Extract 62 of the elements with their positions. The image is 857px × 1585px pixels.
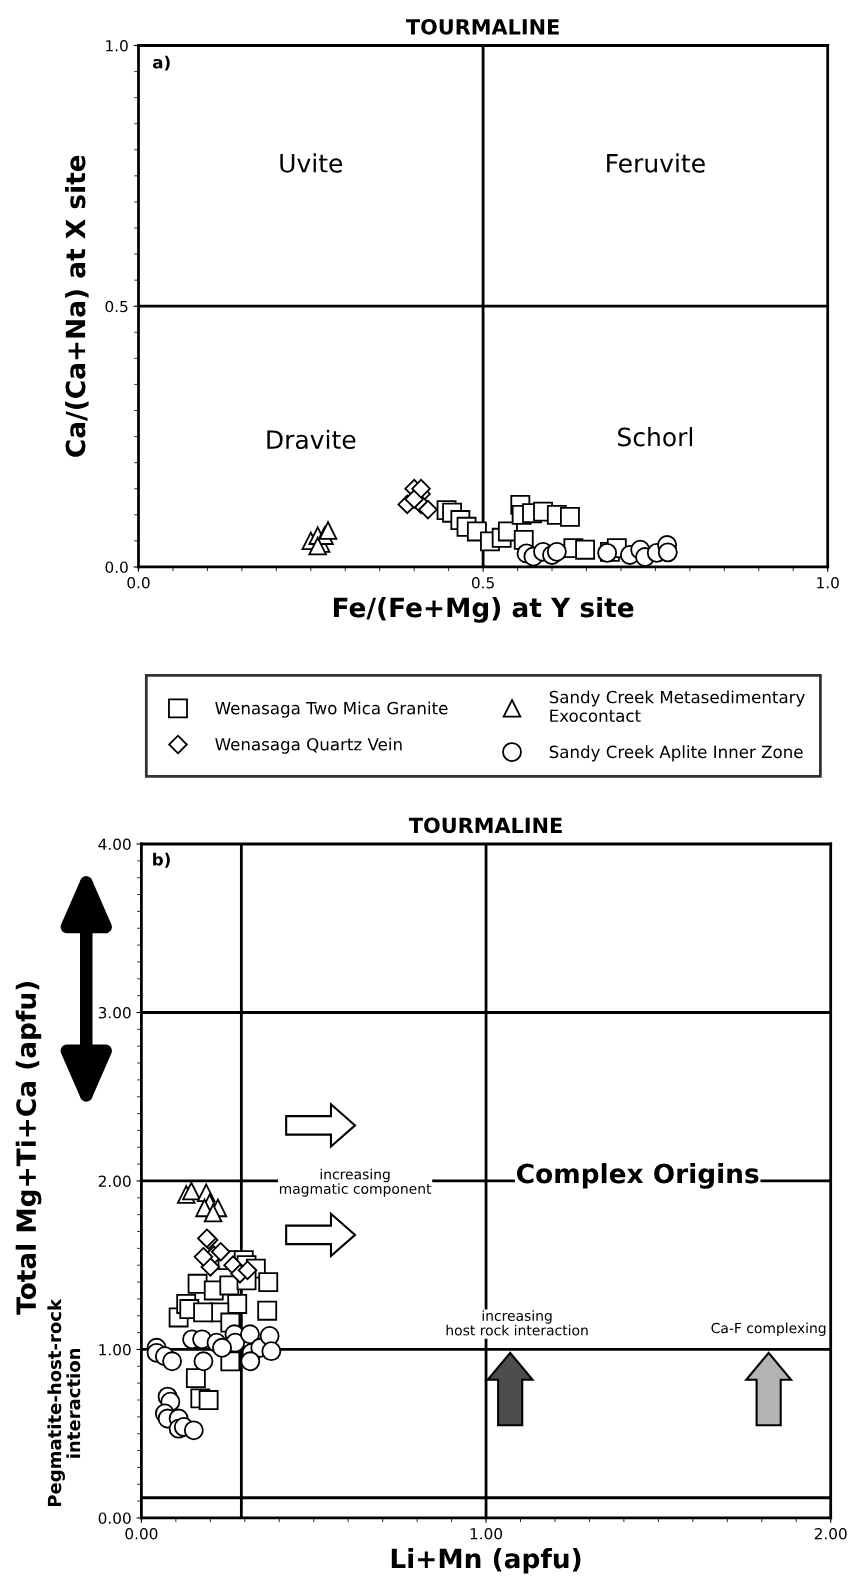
y-tick-label: 0.0 (105, 561, 128, 573)
point (258, 1272, 279, 1293)
y-axis-title: Total Mg+Ti+Ca (apfu) (15, 981, 42, 1315)
annotation: b) (153, 852, 170, 868)
point (546, 541, 567, 562)
text: Pegmatite-host-rock interaction (47, 1298, 81, 1507)
y-tick-label: 3.00 (98, 1006, 131, 1019)
point (237, 1260, 258, 1281)
point (227, 1294, 248, 1314)
annotation: Uvite (280, 153, 343, 173)
x-tick-label: 0.5 (471, 576, 494, 589)
point (183, 1420, 204, 1441)
legend-label: Sandy Creek Metasedimentary Exocontact (549, 690, 805, 723)
point (240, 1351, 261, 1372)
y-tick-label: 0.5 (105, 300, 128, 313)
point (404, 489, 424, 509)
x-tick-label: 2.00 (814, 1527, 847, 1540)
point (240, 1324, 260, 1345)
legend-label: Sandy Creek Aplite Inner Zone (549, 745, 803, 762)
y-tick-label: 0.00 (98, 1512, 131, 1524)
point (318, 521, 338, 540)
x-tick-label: 1.00 (470, 1527, 503, 1540)
legend-label: Wenasaga Two Mica Granite (215, 701, 448, 718)
point (308, 536, 327, 556)
point (162, 1351, 183, 1372)
annotation: a) (152, 55, 170, 71)
point (203, 1203, 223, 1223)
point (198, 1390, 219, 1410)
annotation: Complex Origins (517, 1163, 759, 1189)
y-tick-label: 2.00 (98, 1175, 131, 1188)
point (418, 499, 438, 520)
point (182, 1181, 201, 1201)
point (185, 1368, 206, 1389)
point (193, 1351, 214, 1372)
annotation: increasing host rock interaction (446, 1310, 588, 1336)
y-axis-title: Ca/(Ca+Na) at X site (65, 155, 89, 457)
annotation: Feruvite (607, 153, 705, 173)
point (261, 1341, 282, 1362)
y-tick-label: 1.0 (106, 39, 128, 52)
point (657, 542, 678, 563)
point (193, 1247, 214, 1267)
point (212, 1337, 232, 1358)
y-tick-label: 1.00 (99, 1343, 131, 1356)
x-axis-title: Fe/(Fe+Mg) at Y site (333, 597, 634, 623)
x-tick-label: 0.00 (125, 1527, 158, 1540)
point (210, 1242, 231, 1262)
chart-title: TOURMALINE (408, 817, 562, 834)
annotation: Dravite (267, 429, 356, 450)
point (411, 478, 431, 499)
x-tick-label: 1.0 (817, 576, 839, 589)
annotation: Schorl (618, 427, 693, 447)
x-tick-label: 0.0 (127, 576, 150, 589)
point (559, 506, 580, 527)
legend-label: Wenasaga Quartz Vein (215, 737, 402, 754)
y-tick-label: 4.00 (98, 838, 131, 851)
annotation: increasing magmatic component (279, 1168, 432, 1197)
point (575, 539, 596, 560)
annotation: Ca-F complexing (711, 1322, 826, 1336)
point (193, 1302, 214, 1323)
x-axis-title: Li+Mn (apfu) (391, 1548, 581, 1574)
point (257, 1300, 278, 1321)
chart-title: TOURMALINE (405, 18, 559, 35)
